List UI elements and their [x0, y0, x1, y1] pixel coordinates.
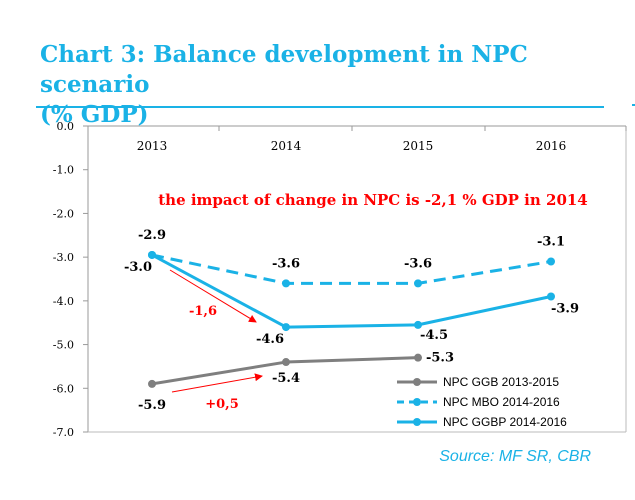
y-tick-label: -4.0: [53, 295, 74, 308]
chart-title-line-2: (% GDP): [40, 101, 149, 128]
legend-marker: [413, 378, 421, 386]
data-label: -2.9: [138, 228, 166, 243]
chart-title: Chart 3: Balance development in NPC scen…: [40, 40, 620, 130]
data-point: [547, 257, 555, 266]
y-tick-label: -5.0: [53, 339, 74, 352]
y-tick-label: -3.0: [53, 251, 74, 264]
x-tick-label: 2014: [271, 139, 302, 153]
y-tick-label: -7.0: [53, 426, 74, 439]
data-point: [414, 320, 422, 329]
data-point: [282, 279, 290, 288]
data-point: [282, 358, 290, 367]
x-tick-label: 2016: [536, 139, 567, 153]
legend-marker: [413, 418, 421, 426]
annotation-plus-0-5: +0,5: [205, 397, 239, 412]
data-label: -4.6: [256, 332, 284, 347]
legend-label: NPC GGB 2013-2015: [443, 375, 559, 389]
annotation-minus-1-6: -1,6: [189, 304, 217, 319]
data-point: [282, 323, 290, 332]
title-underline-end: [632, 104, 635, 106]
chart-title-line-1: Chart 3: Balance development in NPC scen…: [40, 41, 528, 98]
data-point: [414, 279, 422, 288]
y-tick-label: -2.0: [53, 207, 74, 220]
y-tick-label: 0.0: [57, 120, 75, 133]
data-point: [148, 379, 156, 388]
data-label: -3.6: [404, 256, 432, 271]
y-tick-label: -1.0: [53, 164, 74, 177]
data-label: -3.6: [272, 256, 300, 271]
legend-label: NPC GGBP 2014-2016: [443, 415, 567, 429]
data-label: -5.4: [272, 371, 300, 386]
data-point: [547, 292, 555, 301]
data-label: -5.3: [426, 351, 454, 366]
x-tick-label: 2013: [137, 139, 168, 153]
arrow-plus-0-5: [171, 373, 263, 393]
series-line: [151, 253, 552, 329]
arrow-minus-1-6: [169, 269, 257, 323]
legend-marker: [413, 398, 421, 406]
data-label: -5.9: [138, 398, 166, 413]
legend-label: NPC MBO 2014-2016: [443, 395, 560, 409]
y-tick-label: -6.0: [53, 382, 74, 395]
data-label: -4.5: [420, 328, 448, 343]
data-label: -3.1: [537, 235, 565, 250]
data-label: -3.9: [551, 301, 579, 316]
data-point: [148, 250, 156, 259]
data-label: -3.0: [124, 260, 152, 275]
data-point: [414, 353, 422, 362]
source-note: Source: MF SR, CBR: [439, 448, 591, 465]
impact-annotation: the impact of change in NPC is -2,1 % GD…: [158, 191, 588, 209]
series-line: [151, 253, 552, 285]
title-underline: [36, 106, 604, 108]
x-tick-label: 2015: [403, 139, 434, 153]
